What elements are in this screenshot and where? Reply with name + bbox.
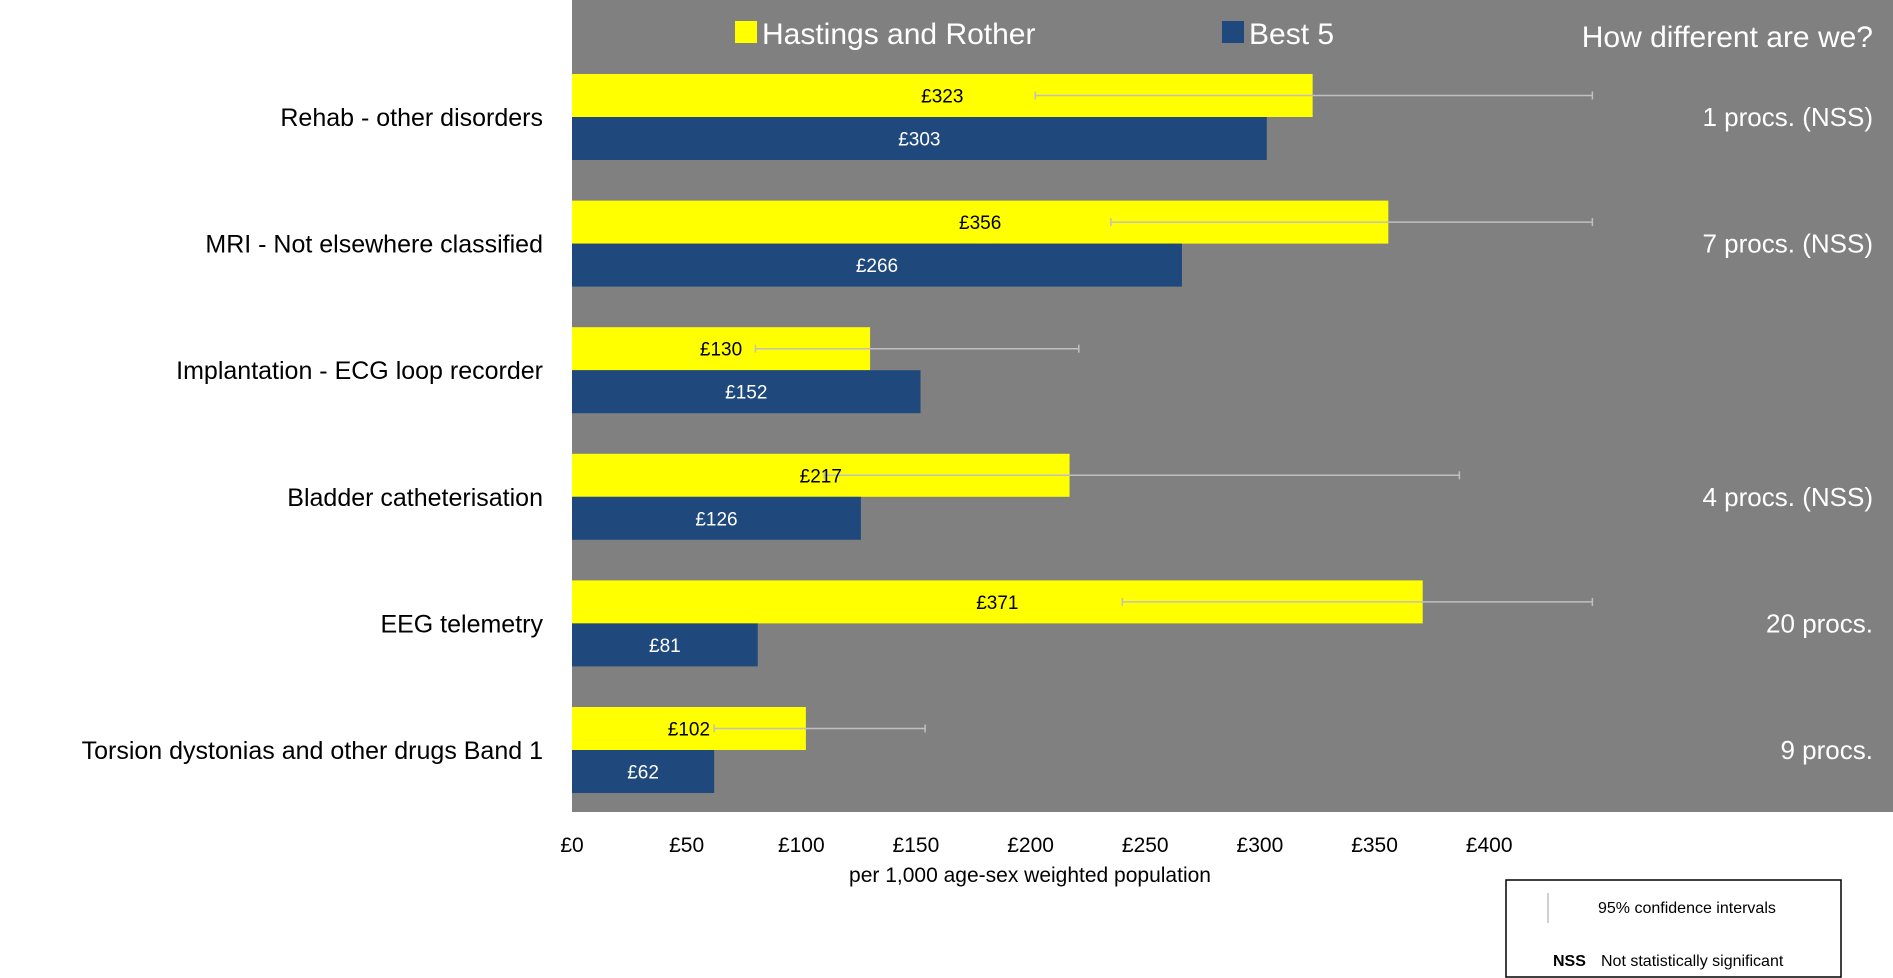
legend-swatch-best5 bbox=[1222, 21, 1244, 43]
data-label-hastings: £371 bbox=[976, 593, 1018, 614]
key-ci-label: 95% confidence intervals bbox=[1598, 900, 1776, 917]
key-nss-abbr: NSS bbox=[1553, 953, 1586, 970]
category-label: Rehab - other disorders bbox=[280, 104, 543, 132]
category-label: Bladder catheterisation bbox=[287, 484, 543, 512]
panel-notch bbox=[1730, 812, 1893, 814]
bar-best5 bbox=[572, 496, 861, 540]
data-label-hastings: £356 bbox=[959, 213, 1001, 234]
difference-value: 9 procs. bbox=[1781, 735, 1874, 765]
bar-best5 bbox=[572, 750, 715, 793]
x-tick-label: £100 bbox=[778, 834, 825, 857]
category-label: EEG telemetry bbox=[380, 610, 543, 638]
category-label: Torsion dystonias and other drugs Band 1 bbox=[82, 737, 543, 765]
category-label: MRI - Not elsewhere classified bbox=[205, 231, 543, 259]
x-tick-label: £200 bbox=[1007, 834, 1054, 857]
legend-swatch-hastings bbox=[735, 21, 757, 43]
key-nss-label: Not statistically significant bbox=[1601, 953, 1784, 970]
difference-value: 7 procs. (NSS) bbox=[1703, 229, 1874, 259]
data-label-best5: £303 bbox=[898, 130, 940, 151]
data-label-best5: £266 bbox=[856, 256, 898, 277]
data-label-best5: £126 bbox=[695, 509, 737, 530]
bar-best5 bbox=[572, 623, 758, 667]
x-tick-label: £50 bbox=[669, 834, 704, 857]
differences-title: How different are we? bbox=[1582, 21, 1873, 54]
x-tick-label: £150 bbox=[893, 834, 940, 857]
x-tick-label: £400 bbox=[1466, 834, 1513, 857]
x-tick-label: £350 bbox=[1351, 834, 1398, 857]
data-label-hastings: £323 bbox=[921, 87, 963, 108]
bar-best5 bbox=[572, 243, 1182, 287]
data-label-best5: £152 bbox=[725, 383, 767, 404]
key-box bbox=[1505, 879, 1842, 978]
x-tick-label: £250 bbox=[1122, 834, 1169, 857]
data-label-hastings: £217 bbox=[800, 466, 842, 487]
difference-value: 20 procs. bbox=[1766, 608, 1873, 638]
bar-best5 bbox=[572, 117, 1267, 160]
data-label-hastings: £130 bbox=[700, 340, 742, 361]
difference-value: 1 procs. (NSS) bbox=[1703, 102, 1874, 132]
difference-value: 4 procs. (NSS) bbox=[1703, 482, 1874, 512]
data-label-hastings: £102 bbox=[668, 720, 710, 741]
x-axis-label: per 1,000 age-sex weighted population bbox=[849, 864, 1211, 887]
x-tick-label: £0 bbox=[560, 834, 583, 857]
data-label-best5: £62 bbox=[627, 763, 659, 784]
x-tick-label: £300 bbox=[1237, 834, 1284, 857]
data-label-best5: £81 bbox=[649, 636, 681, 657]
legend-label-hastings: Hastings and Rother bbox=[762, 18, 1036, 51]
category-label: Implantation - ECG loop recorder bbox=[176, 357, 543, 385]
legend-label-best5: Best 5 bbox=[1249, 18, 1334, 51]
bar-best5 bbox=[572, 370, 921, 414]
